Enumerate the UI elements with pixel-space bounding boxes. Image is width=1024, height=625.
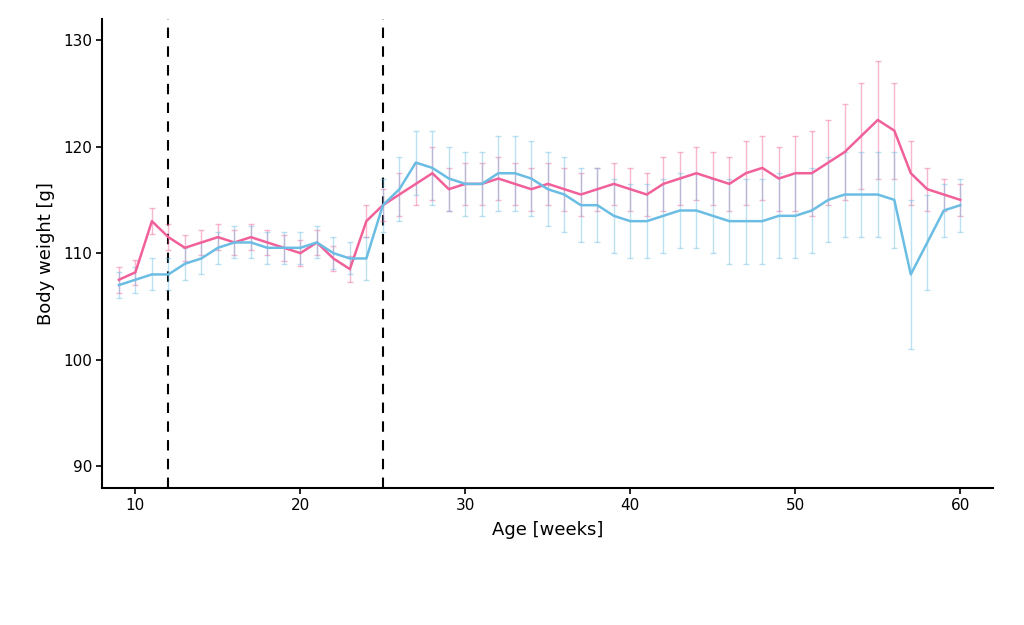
Y-axis label: Body weight [g]: Body weight [g] xyxy=(37,182,54,324)
X-axis label: Age [weeks]: Age [weeks] xyxy=(493,521,603,539)
Legend: Placebo, Navitoclax: Placebo, Navitoclax xyxy=(394,624,701,625)
